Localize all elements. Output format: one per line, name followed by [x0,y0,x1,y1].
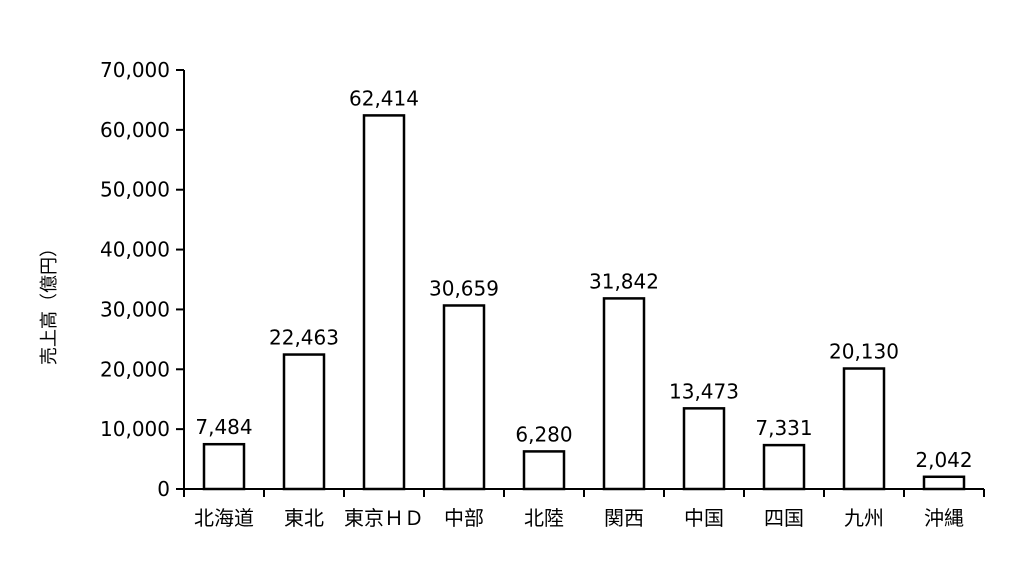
y-tick-label: 10,000 [100,417,170,441]
data-label: 20,130 [829,340,899,364]
data-label: 22,463 [269,326,339,350]
bar [842,367,886,491]
bar [602,297,646,491]
y-tick-label: 40,000 [100,238,170,262]
bar [282,353,326,491]
bar [682,407,726,491]
y-axis-label: 売上高（億円） [39,239,60,365]
x-category-label: 中部 [444,506,484,530]
y-tick-label: 60,000 [100,118,170,142]
x-category-label: 沖縄 [924,506,964,530]
x-category-label: 北海道 [194,506,254,530]
x-category-label: 関西 [604,506,644,530]
x-category-label: 東京ＨＤ [344,506,424,530]
bar [362,114,406,491]
x-category-label: 北陸 [524,506,564,530]
bar [762,443,806,491]
y-tick-label: 0 [157,477,170,501]
y-tick-label: 50,000 [100,178,170,202]
data-label: 2,042 [915,448,972,472]
x-category-label: 中国 [684,506,724,530]
bar [522,450,566,491]
data-label: 30,659 [429,276,499,300]
y-tick-label: 70,000 [100,58,170,82]
y-tick-label: 30,000 [100,297,170,321]
labels: 0 10,000 20,000 30,000 40,000 50,000 60,000 70,… [100,58,973,530]
x-category-label: 東北 [284,506,324,530]
x-category-label: 九州 [844,506,884,530]
data-label: 62,414 [349,86,419,110]
data-label: 31,842 [589,269,659,293]
x-category-label: 四国 [764,506,804,530]
data-label: 13,473 [669,379,739,403]
y-tick-label: 20,000 [100,357,170,381]
bars [202,114,966,491]
data-label: 7,331 [755,416,812,440]
bar [202,442,246,491]
bar [442,304,486,491]
data-label: 6,280 [515,422,572,446]
bar [922,475,966,491]
data-label: 7,484 [195,415,252,439]
